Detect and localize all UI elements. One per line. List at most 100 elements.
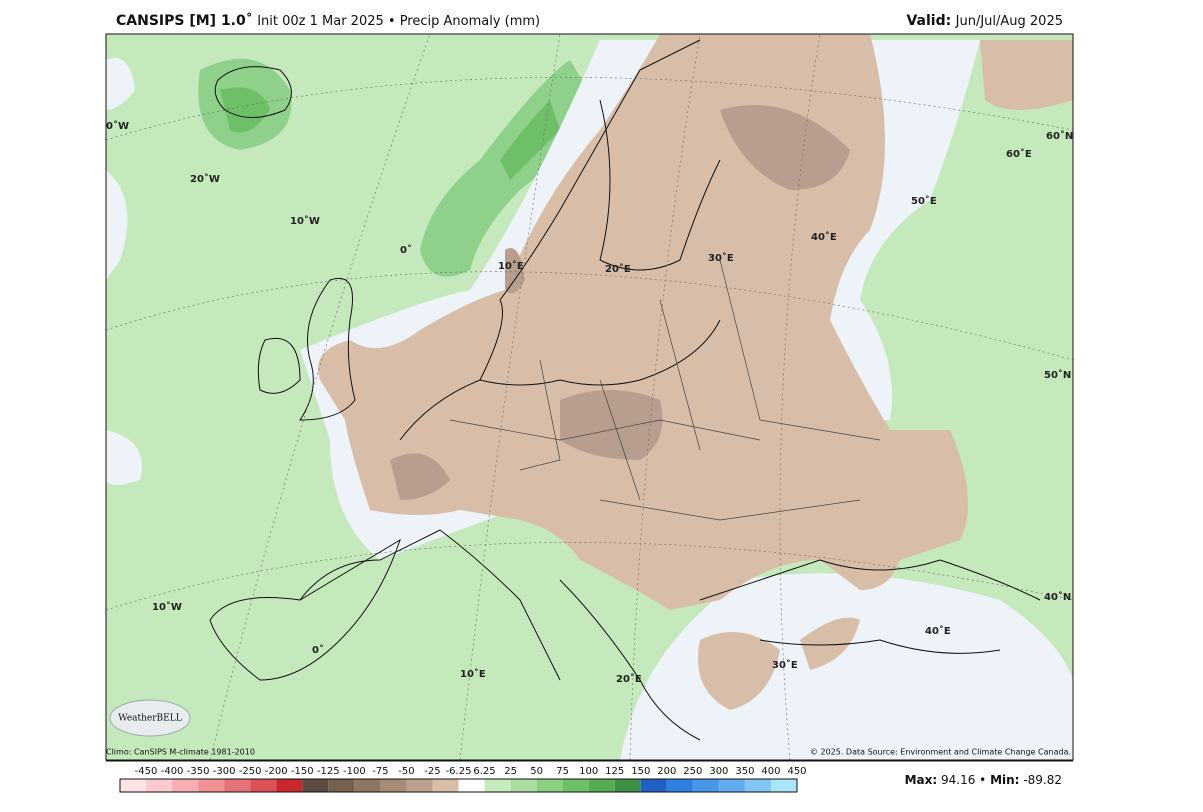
colorbar-swatch <box>406 779 433 792</box>
colorbar-swatch <box>640 779 667 792</box>
colorbar: -450 -400 -350 -300 -250 -200 -150 -125 -100 -75-… <box>119 766 807 793</box>
min-value: -89.82 <box>1023 773 1062 787</box>
graticule <box>106 34 1073 760</box>
colorbar-tick-label: 150 <box>631 766 650 777</box>
colorbar-swatch <box>380 779 407 792</box>
colorbar-swatch <box>250 779 277 792</box>
colorbar-tick-label: -50 <box>398 766 414 777</box>
logo: WeatherBELL <box>118 714 181 724</box>
colorbar-tick-label: -200 <box>265 766 288 777</box>
valid-value: Jun/Jul/Aug 2025 <box>955 14 1063 29</box>
colorbar-tick-label: -6.25 <box>446 766 472 777</box>
colorbar-swatch <box>510 779 537 792</box>
coastlines <box>209 39 1041 741</box>
colorbar-swatch <box>198 779 225 792</box>
credit: © 2025. Data Source: Environment and Cli… <box>810 748 1071 757</box>
colorbar-swatch <box>770 779 797 792</box>
colorbar-swatch <box>276 779 303 792</box>
colorbar-tick-label: -400 <box>161 766 184 777</box>
wet-area <box>220 87 560 180</box>
colorbar-tick-label: -300 <box>213 766 236 777</box>
colorbar-tick-label: -100 <box>343 766 366 777</box>
colorbar-tick-label: -125 <box>317 766 340 777</box>
grid-label: 10˚E <box>460 668 486 680</box>
colorbar-swatch <box>692 779 719 792</box>
logo-badge <box>109 699 191 737</box>
grid-label: 10˚W <box>290 215 320 227</box>
colorbar-tick-label: 200 <box>657 766 676 777</box>
colorbar-swatch <box>536 779 563 792</box>
colorbar-swatch <box>432 779 459 792</box>
colorbar-tick-label: 450 <box>787 766 806 777</box>
grid-label: 20˚W <box>190 173 220 185</box>
colorbar-tick-label: -75 <box>372 766 388 777</box>
colorbar-swatch <box>588 779 615 792</box>
grid-label: 0˚ <box>400 244 412 256</box>
colorbar-tick-label: 400 <box>761 766 780 777</box>
grid-label: 60˚N <box>1046 130 1073 142</box>
colorbar-swatch <box>120 779 147 792</box>
grid-label: 10˚W <box>152 601 182 613</box>
title-bold: CANSIPS [M] 1.0˚ <box>116 12 253 29</box>
title: CANSIPS [M] 1.0˚ Init 00z 1 Mar 2025 • P… <box>116 12 540 29</box>
colorbar-swatch <box>718 779 745 792</box>
colorbar-tick-label: 125 <box>605 766 624 777</box>
colorbar-swatch <box>484 779 511 792</box>
stats: Max: 94.16 • Min: -89.82 <box>905 773 1062 787</box>
grid-label: 0˚ <box>312 644 324 656</box>
colorbar-swatch <box>224 779 251 792</box>
colorbar-swatch <box>614 779 641 792</box>
colorbar-tick-label: -25 <box>424 766 440 777</box>
colorbar-swatch <box>302 779 329 792</box>
colorbar-tick-label: 300 <box>709 766 728 777</box>
colorbar-swatch <box>172 779 199 792</box>
map: 0˚W 20˚W 10˚W 0˚ 10˚E 20˚E 30˚E 40˚E 50˚E 60˚E 60˚… <box>106 34 1073 760</box>
colorbar-tick-label: 100 <box>579 766 598 777</box>
borders <box>449 259 881 521</box>
grid-label: 40˚E <box>925 625 951 637</box>
max-label: Max: <box>905 773 938 787</box>
colorbar-tick-label: -250 <box>239 766 262 777</box>
dry-area <box>698 40 1073 710</box>
colorbar-tick-label: 6.25 <box>473 766 495 777</box>
map-frame <box>105 33 1074 761</box>
grid-label: 20˚E <box>616 673 642 685</box>
near-normal-area <box>620 573 1073 760</box>
grid-label: 30˚E <box>772 659 798 671</box>
grid-label: 30˚E <box>708 252 734 264</box>
grid-label: 50˚N <box>1044 369 1071 381</box>
grid-label: 20˚E <box>605 263 631 275</box>
grid-label: 50˚E <box>911 195 937 207</box>
colorbar-tick-label: 50 <box>530 766 543 777</box>
colorbar-swatch <box>458 779 485 792</box>
max-value: 94.16 <box>941 773 975 787</box>
colorbar-tick-label: 25 <box>504 766 517 777</box>
title-rest: Init 00z 1 Mar 2025 • Precip Anomaly (mm… <box>257 14 540 29</box>
valid: Valid: Jun/Jul/Aug 2025 <box>906 13 1063 29</box>
colorbar-swatch <box>328 779 355 792</box>
colorbar-swatch <box>146 779 173 792</box>
grid-label: 60˚E <box>1006 148 1032 160</box>
colorbar-tick-label: -350 <box>187 766 210 777</box>
climo-note: Climo: CanSIPS M-climate 1981-2010 <box>106 748 255 757</box>
valid-label: Valid: <box>906 13 951 29</box>
colorbar-swatch <box>562 779 589 792</box>
colorbar-tick-label: 350 <box>735 766 754 777</box>
min-label: Min: <box>990 773 1019 787</box>
grid-labels: 0˚W 20˚W 10˚W 0˚ 10˚E 20˚E 30˚E 40˚E 50˚E 60˚E 60˚… <box>106 120 1073 685</box>
grid-label: 40˚E <box>811 231 837 243</box>
near-normal-area <box>106 58 142 485</box>
colorbar-swatch <box>666 779 693 792</box>
colorbar-tick-label: 250 <box>683 766 702 777</box>
separator-dot: • <box>979 773 986 787</box>
colorbar-tick-label: -150 <box>291 766 314 777</box>
grid-label: 0˚W <box>106 120 129 132</box>
colorbar-swatch <box>354 779 381 792</box>
colorbar-tick-label: -450 <box>135 766 158 777</box>
colorbar-swatch <box>744 779 771 792</box>
colorbar-tick-label: 75 <box>556 766 569 777</box>
grid-label: 10˚E <box>498 260 524 272</box>
grid-label: 40˚N <box>1044 591 1071 603</box>
colorbar-frame <box>119 778 798 793</box>
